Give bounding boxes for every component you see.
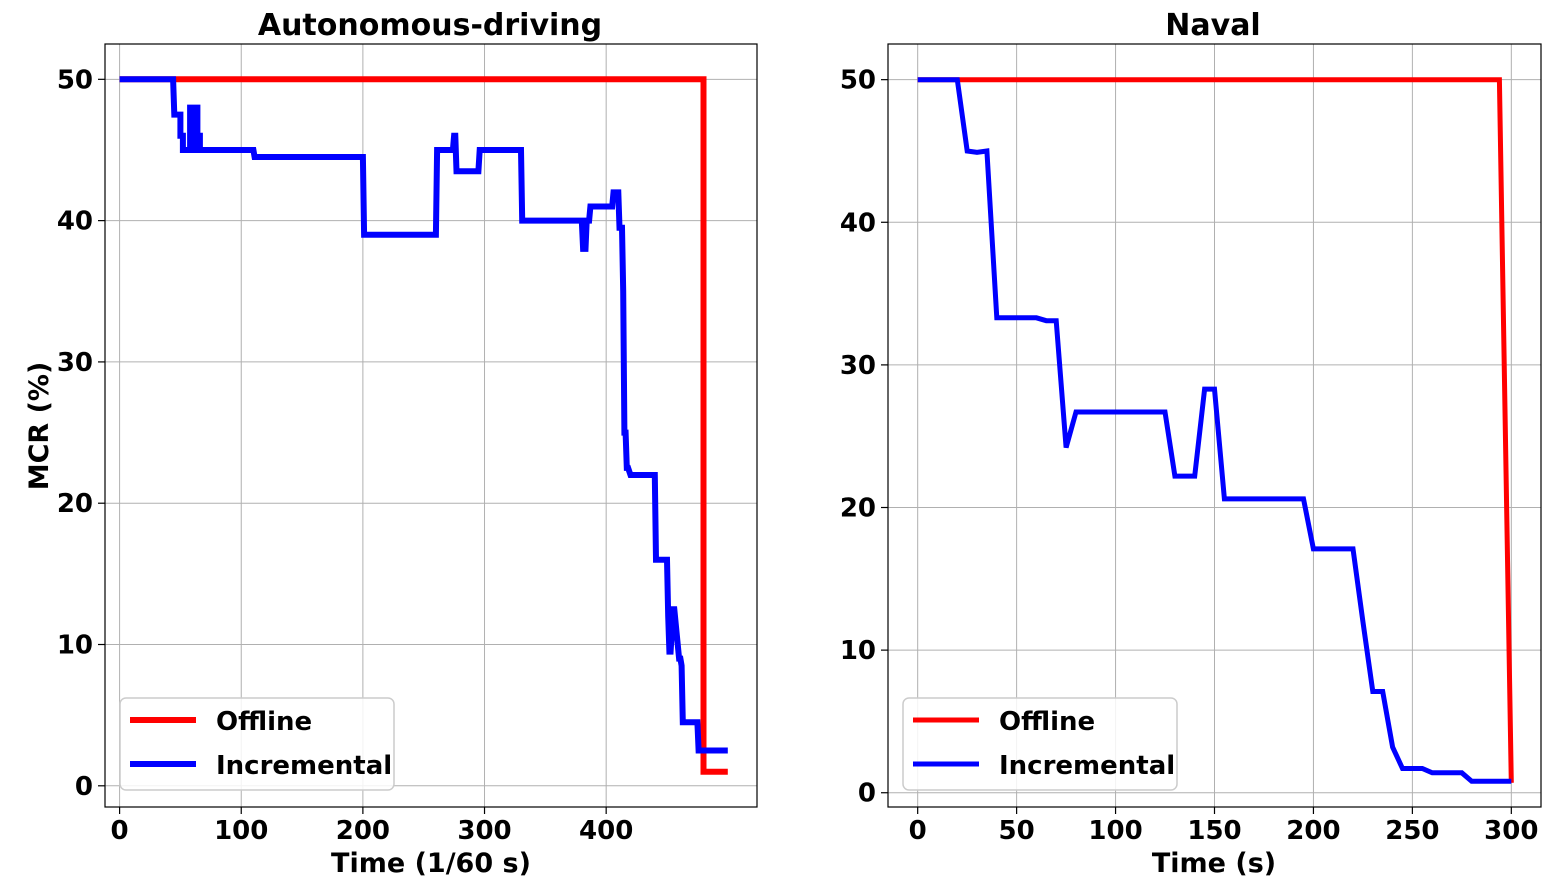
x-tick-label: 100 <box>1088 816 1142 846</box>
ticks: 0 100 200 300 400 0 10 20 30 40 50 <box>57 65 633 846</box>
x-tick-label: 150 <box>1187 816 1241 846</box>
x-tick-label: 100 <box>214 816 268 846</box>
x-tick-label: 0 <box>909 816 927 846</box>
series-line-incremental <box>917 77 1512 784</box>
plot-lines <box>119 76 728 775</box>
x-tick-label: 50 <box>999 816 1035 846</box>
x-axis-label: Time (s) <box>1152 848 1276 879</box>
chart-title: Naval <box>1165 8 1260 43</box>
x-tick-label: 400 <box>579 816 633 846</box>
x-tick-label: 300 <box>457 816 511 846</box>
y-tick-label: 40 <box>840 208 876 238</box>
y-tick-label: 50 <box>840 66 876 96</box>
y-tick-label: 30 <box>840 351 876 381</box>
ticks: 0 50 100 150 200 250 300 0 10 20 30 40 50 <box>840 66 1539 846</box>
grid <box>105 44 757 807</box>
x-axis-label: Time (1/60 s) <box>331 848 531 879</box>
series-line-offline <box>917 77 1514 783</box>
plot-frame <box>104 43 758 808</box>
series-line-incremental <box>119 76 728 754</box>
chart-naval: Naval 0 50 100 150 200 250 300 0 10 20 30 40 50 Time… <box>840 8 1542 879</box>
x-tick-label: 0 <box>111 816 129 846</box>
x-tick-label: 300 <box>1484 816 1538 846</box>
y-tick-label: 10 <box>840 636 876 666</box>
x-tick-label: 250 <box>1385 816 1439 846</box>
y-tick-label: 40 <box>57 207 93 237</box>
y-tick-label: 10 <box>57 631 93 661</box>
chart-title: Autonomous-driving <box>258 8 602 43</box>
chart-autonomous-driving: Autonomous-driving 0 100 200 300 400 0 10 20 30 4… <box>24 8 758 879</box>
legend-label-incremental: Incremental <box>999 751 1175 781</box>
y-tick-label: 20 <box>57 489 93 519</box>
x-tick-label: 200 <box>1286 816 1340 846</box>
legend-label-offline: Offline <box>216 707 312 737</box>
series-line-offline <box>119 76 728 775</box>
y-tick-label: 30 <box>57 348 93 378</box>
plot-lines <box>917 77 1514 784</box>
x-tick-label: 200 <box>336 816 390 846</box>
y-tick-label: 20 <box>840 494 876 524</box>
y-axis-label: MCR (%) <box>24 362 55 491</box>
legend: Offline Incremental <box>902 697 1178 791</box>
legend-label-offline: Offline <box>999 707 1095 737</box>
y-tick-label: 50 <box>57 65 93 95</box>
legend-label-incremental: Incremental <box>216 751 392 781</box>
y-tick-label: 0 <box>75 772 93 802</box>
legend: Offline Incremental <box>119 697 395 791</box>
y-tick-label: 0 <box>858 779 876 809</box>
